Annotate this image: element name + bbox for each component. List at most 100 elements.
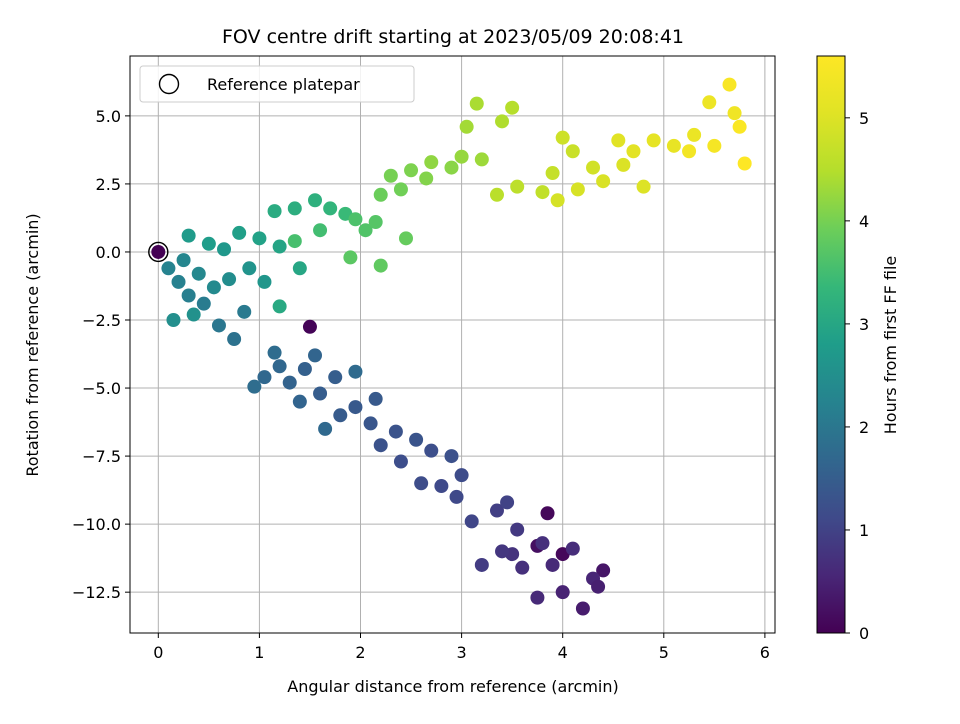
data-point	[424, 155, 439, 170]
y-tick-label: −12.5	[72, 583, 121, 602]
data-point	[489, 503, 504, 518]
y-tick-label: −10.0	[72, 515, 121, 534]
data-point	[540, 506, 555, 521]
data-point	[550, 193, 565, 208]
data-point	[666, 138, 681, 153]
data-point	[555, 585, 570, 600]
data-point	[151, 244, 166, 259]
x-tick-label: 3	[457, 643, 467, 662]
data-point	[404, 163, 419, 178]
data-point	[348, 364, 363, 379]
legend-reference-marker	[158, 73, 180, 95]
x-axis-title: Angular distance from reference (arcmin)	[287, 677, 618, 696]
data-point	[232, 225, 247, 240]
data-point	[682, 144, 697, 159]
legend-entry-reference-platepar: Reference platepar	[207, 75, 360, 94]
data-point	[505, 100, 520, 115]
data-point	[626, 144, 641, 159]
colorbar-tick-label: 3	[859, 315, 869, 334]
data-point	[419, 171, 434, 186]
legend-box	[139, 65, 415, 103]
data-point	[201, 236, 216, 251]
x-axis-ticks: 0 1 2 3 4 5 6	[153, 633, 770, 662]
data-point	[570, 182, 585, 197]
data-point	[323, 201, 338, 216]
y-tick-label: −7.5	[82, 447, 121, 466]
data-point	[161, 261, 176, 276]
data-point	[348, 400, 363, 415]
data-point	[424, 443, 439, 458]
data-point	[687, 127, 702, 142]
y-tick-label: 2.5	[96, 175, 121, 194]
data-point	[297, 361, 312, 376]
data-point	[586, 160, 601, 175]
data-point	[191, 266, 206, 281]
data-point	[575, 601, 590, 616]
x-tick-label: 5	[659, 643, 669, 662]
data-point	[227, 332, 242, 347]
data-point	[181, 228, 196, 243]
data-point	[535, 185, 550, 200]
data-point	[252, 231, 267, 246]
data-point	[343, 250, 358, 265]
data-point	[646, 133, 661, 148]
colorbar-tick-label: 5	[859, 109, 869, 128]
colorbar-tick-label: 0	[859, 624, 869, 643]
data-point	[257, 370, 272, 385]
y-tick-label: −2.5	[82, 311, 121, 330]
data-point	[464, 514, 479, 529]
data-point	[272, 239, 287, 254]
data-point	[176, 253, 191, 268]
data-points	[151, 77, 752, 616]
data-point	[393, 454, 408, 469]
x-tick-label: 6	[760, 643, 770, 662]
data-point	[292, 261, 307, 276]
data-point	[495, 544, 510, 559]
data-point	[287, 201, 302, 216]
data-point	[732, 119, 747, 134]
data-point	[272, 299, 287, 314]
data-point	[702, 95, 717, 110]
data-point	[398, 231, 413, 246]
data-point	[388, 424, 403, 439]
colorbar-gradient	[816, 55, 846, 634]
data-point	[596, 563, 611, 578]
colorbar-tick-label: 1	[859, 521, 869, 540]
colorbar: 0 1 2 3 4 5 Hours from first FF file	[816, 55, 900, 643]
data-point	[414, 476, 429, 491]
data-point	[393, 182, 408, 197]
data-point	[434, 479, 449, 494]
data-point	[368, 391, 383, 406]
data-point	[211, 318, 226, 333]
data-point	[565, 541, 580, 556]
data-point	[308, 348, 323, 363]
data-point	[313, 386, 328, 401]
data-point	[636, 179, 651, 194]
y-tick-label: −5.0	[82, 379, 121, 398]
data-point	[469, 96, 484, 111]
data-point	[545, 557, 560, 572]
data-point	[707, 138, 722, 153]
data-point	[181, 288, 196, 303]
data-point	[409, 432, 424, 447]
x-tick-label: 1	[254, 643, 264, 662]
data-point	[358, 223, 373, 238]
data-point	[596, 174, 611, 189]
data-point	[272, 359, 287, 374]
data-point	[515, 560, 530, 575]
data-point	[383, 168, 398, 183]
colorbar-tick-label: 4	[859, 212, 869, 231]
x-tick-label: 2	[355, 643, 365, 662]
data-point	[510, 522, 525, 537]
data-point	[727, 106, 742, 121]
data-point	[545, 166, 560, 181]
data-point	[474, 152, 489, 167]
data-point	[530, 590, 545, 605]
data-point	[242, 261, 257, 276]
data-point	[373, 258, 388, 273]
y-tick-label: 0.0	[96, 243, 121, 262]
colorbar-label: Hours from first FF file	[881, 256, 900, 435]
data-point	[368, 215, 383, 230]
